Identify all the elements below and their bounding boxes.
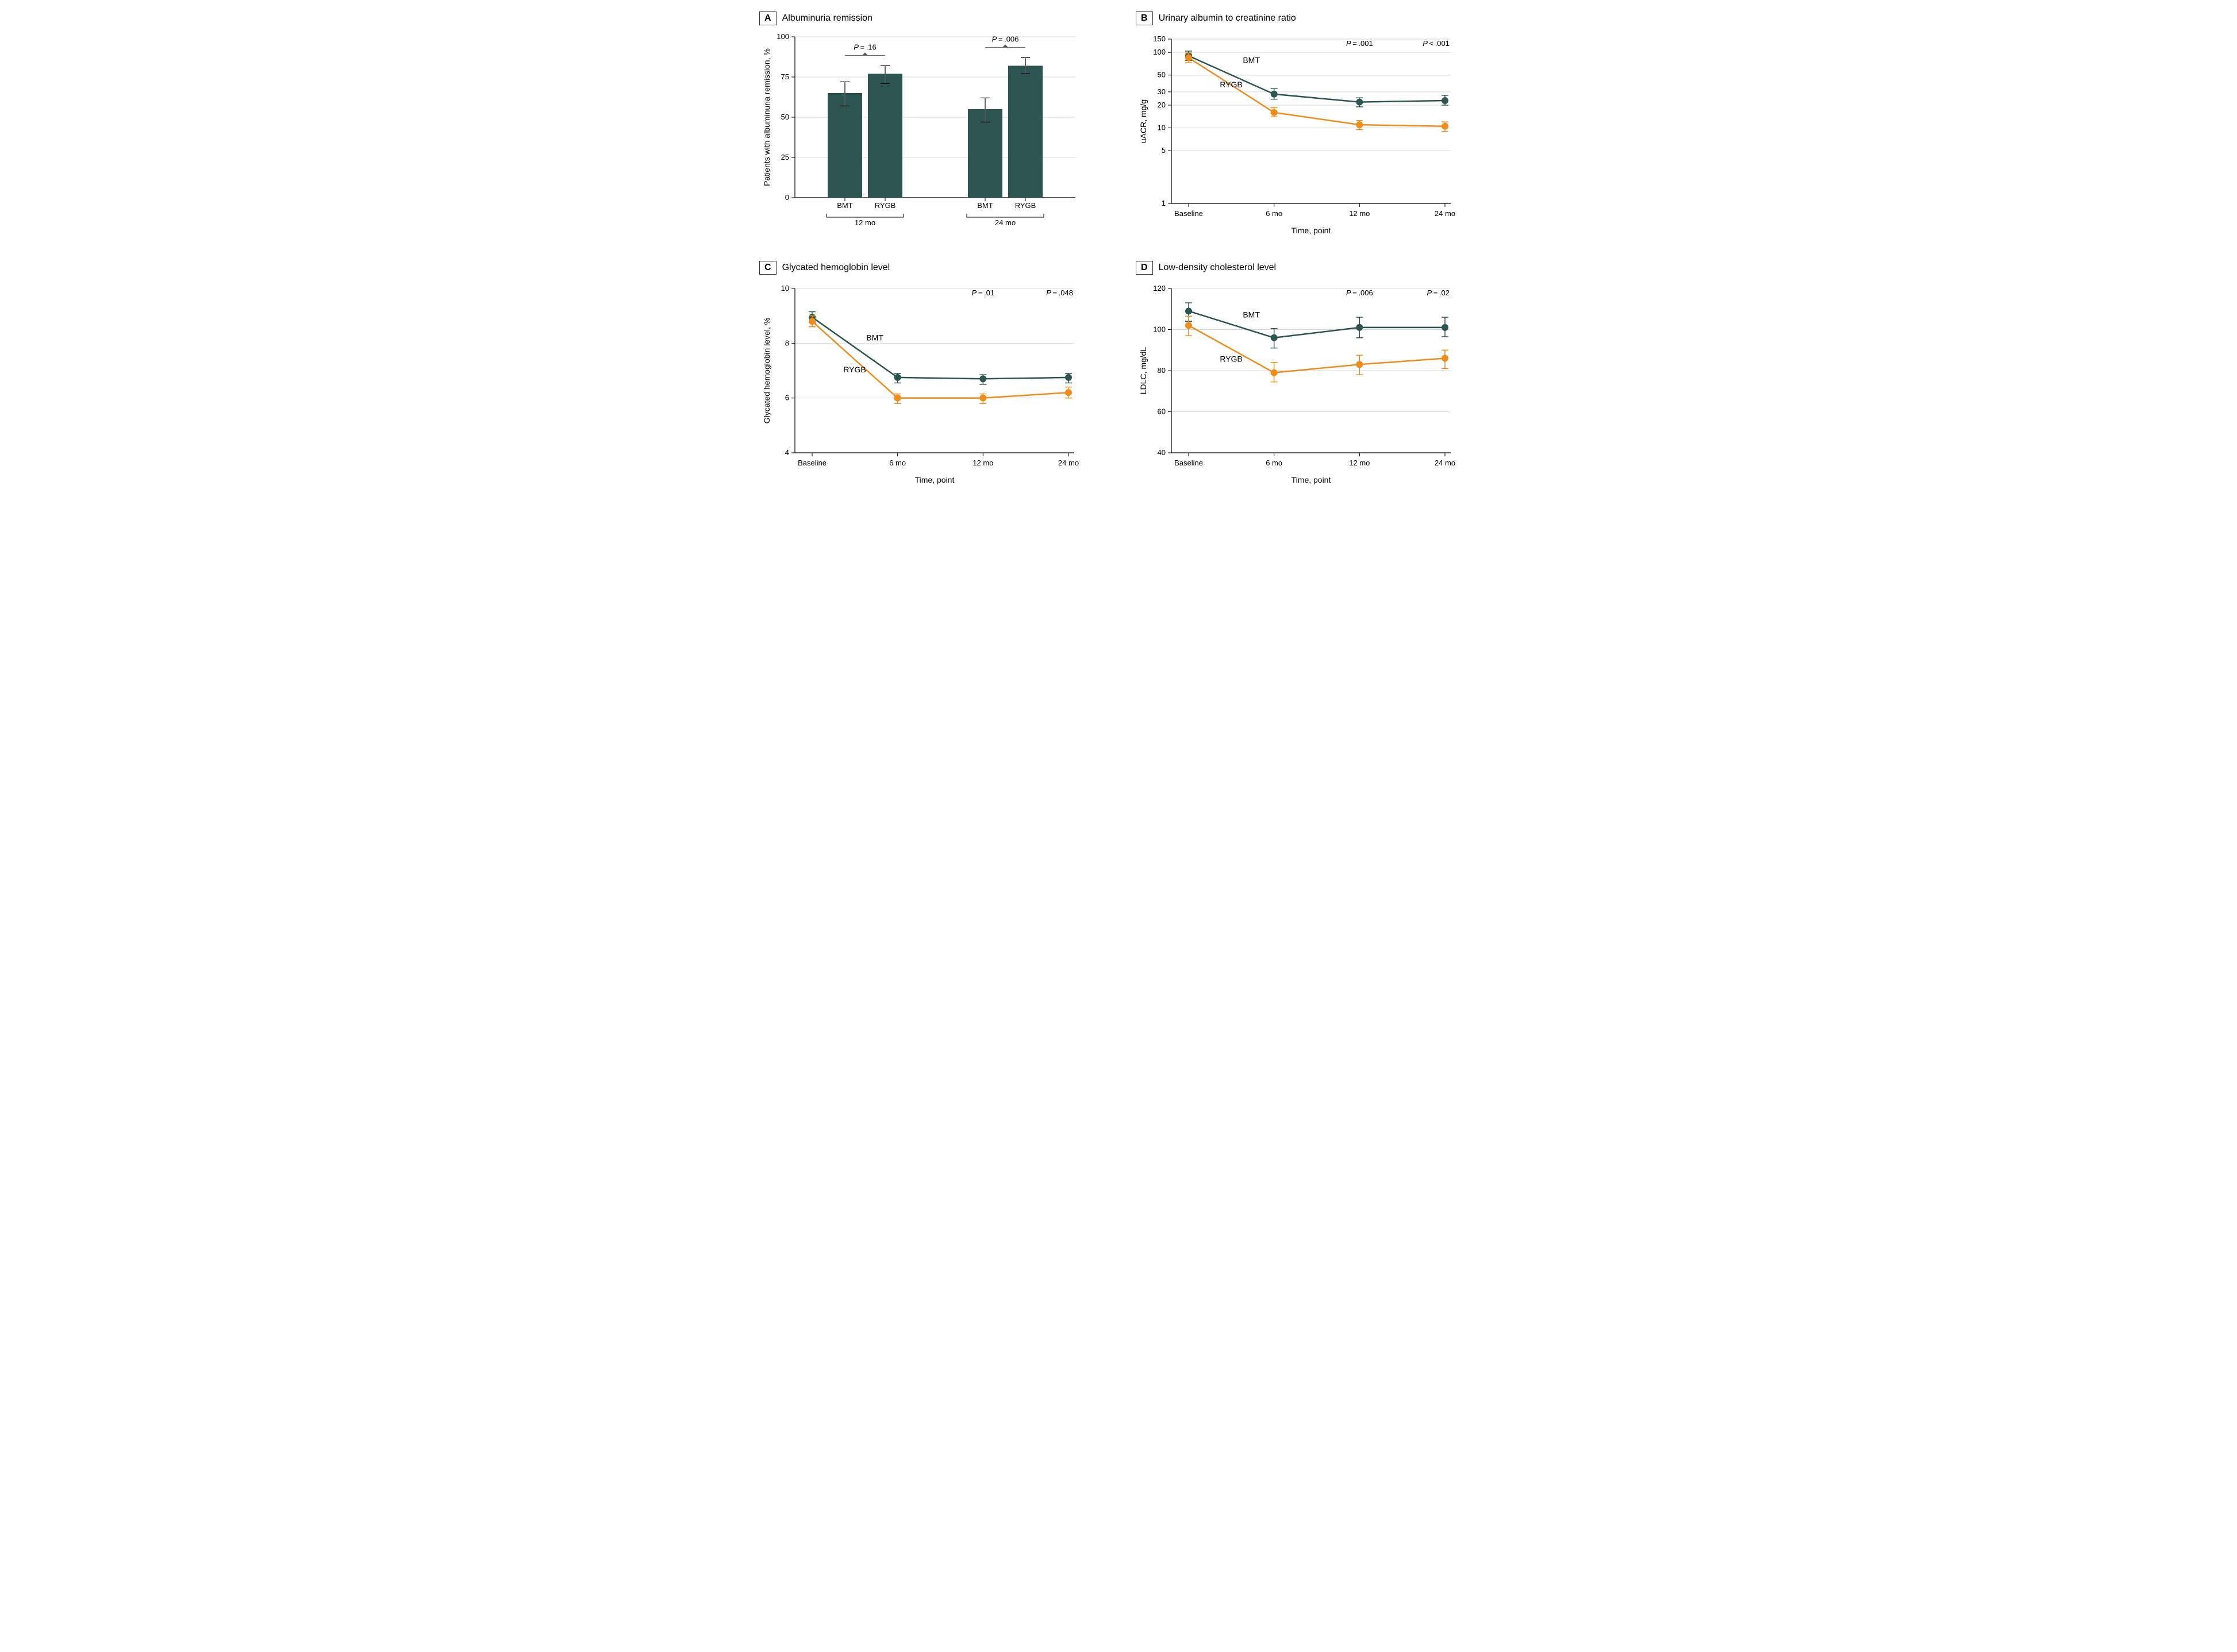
svg-text:P = .16: P = .16 [854, 43, 877, 51]
panel-a-title: Albuminuria remission [782, 13, 872, 24]
svg-text:BMT: BMT [1243, 55, 1260, 64]
panel-c-title: Glycated hemoglobin level [782, 263, 890, 273]
svg-text:6 mo: 6 mo [889, 459, 906, 467]
svg-text:P < .001: P < .001 [1423, 39, 1450, 48]
svg-text:RYGB: RYGB [875, 201, 896, 210]
svg-text:RYGB: RYGB [843, 365, 866, 374]
svg-text:6: 6 [785, 394, 789, 402]
svg-text:100: 100 [777, 32, 789, 41]
panel-d-title: Low-density cholesterol level [1159, 263, 1277, 273]
svg-text:40: 40 [1158, 448, 1166, 457]
svg-text:80: 80 [1158, 366, 1166, 375]
svg-text:100: 100 [1153, 48, 1166, 56]
svg-text:24 mo: 24 mo [1435, 459, 1455, 467]
svg-text:75: 75 [781, 72, 789, 81]
panel-c-chart: 4 6 8 10 Glycated hemoglobin level, % Baselin… [759, 280, 1101, 487]
svg-text:Time, point: Time, point [1292, 475, 1331, 484]
svg-text:1: 1 [1162, 199, 1166, 207]
svg-text:Time, point: Time, point [915, 475, 955, 484]
svg-text:10: 10 [1158, 124, 1166, 132]
panel-c-letter: C [759, 261, 777, 275]
svg-text:24 mo: 24 mo [1435, 209, 1455, 218]
panel-d-header: D Low-density cholesterol level [1136, 261, 1478, 275]
svg-text:5: 5 [1162, 146, 1166, 155]
svg-text:50: 50 [781, 113, 789, 121]
svg-text:20: 20 [1158, 101, 1166, 109]
svg-text:30: 30 [1158, 87, 1166, 96]
svg-text:BMT: BMT [977, 201, 993, 210]
svg-text:BMT: BMT [866, 333, 883, 342]
panel-b-header: B Urinary albumin to creatinine ratio [1136, 11, 1478, 25]
svg-text:6 mo: 6 mo [1266, 209, 1282, 218]
panel-b-svg: 1 5 10 20 30 50 100 150 uACR, mg/g Baseline 6 mo 12… [1136, 31, 1458, 238]
svg-text:60: 60 [1158, 407, 1166, 416]
svg-text:P = .006: P = .006 [992, 34, 1019, 43]
svg-text:P = .01: P = .01 [972, 288, 995, 297]
panel-b-title: Urinary albumin to creatinine ratio [1159, 13, 1296, 24]
svg-text:150: 150 [1153, 34, 1166, 43]
panel-c: C Glycated hemoglobin level 4 6 8 10 Glycate… [759, 261, 1101, 487]
svg-text:24 mo: 24 mo [995, 218, 1016, 227]
svg-text:100: 100 [1153, 325, 1166, 334]
panel-b: B Urinary albumin to creatinine ratio 15… [1136, 11, 1478, 238]
svg-text:Baseline: Baseline [1174, 209, 1203, 218]
svg-text:P = .02: P = .02 [1427, 288, 1450, 297]
panel-a-chart: 0 25 50 75 100 Patients with albuminuria remi… [759, 31, 1101, 238]
panel-a-svg: 0 25 50 75 100 Patients with albuminuria remi… [759, 31, 1081, 238]
svg-text:P = .001: P = .001 [1346, 39, 1373, 48]
panel-d: D Low-density cholesterol level 40 60 80 10… [1136, 261, 1478, 487]
svg-text:RYGB: RYGB [1015, 201, 1036, 210]
svg-text:10: 10 [781, 284, 789, 292]
panel-d-letter: D [1136, 261, 1153, 275]
svg-text:Glycated hemoglobin level, %: Glycated hemoglobin level, % [762, 318, 771, 423]
panel-a: A Albuminuria remission 0 25 50 75 100 Patien… [759, 11, 1101, 238]
svg-text:120: 120 [1153, 284, 1166, 292]
panel-b-letter: B [1136, 11, 1153, 25]
svg-text:12 mo: 12 mo [1349, 459, 1370, 467]
svg-text:P = .006: P = .006 [1346, 288, 1373, 297]
svg-text:RYGB: RYGB [1220, 80, 1242, 89]
svg-text:Baseline: Baseline [798, 459, 827, 467]
svg-text:12 mo: 12 mo [1349, 209, 1370, 218]
svg-text:RYGB: RYGB [1220, 354, 1242, 363]
svg-text:6 mo: 6 mo [1266, 459, 1282, 467]
panel-d-chart: 40 60 80 100 120 LDLC, mg/dL Baseline 6 mo 12 mo… [1136, 280, 1478, 487]
svg-text:25: 25 [781, 153, 789, 161]
svg-text:LDLC, mg/dL: LDLC, mg/dL [1139, 347, 1148, 395]
svg-text:24 mo: 24 mo [1058, 459, 1079, 467]
chart-grid: A Albuminuria remission 0 25 50 75 100 Patien… [759, 11, 1478, 487]
panel-c-svg: 4 6 8 10 Glycated hemoglobin level, % Baselin… [759, 280, 1081, 487]
panel-a-letter: A [759, 11, 777, 25]
svg-text:Baseline: Baseline [1174, 459, 1203, 467]
panel-b-chart: 1 5 10 20 30 50 100 150 uACR, mg/g Baseline 6 mo 12… [1136, 31, 1478, 238]
svg-text:Time, point: Time, point [1292, 226, 1331, 235]
svg-text:12 mo: 12 mo [973, 459, 993, 467]
panel-c-header: C Glycated hemoglobin level [759, 261, 1101, 275]
panel-a-header: A Albuminuria remission [759, 11, 1101, 25]
svg-text:12 mo: 12 mo [855, 218, 875, 227]
svg-text:Patients with albuminuria remi: Patients with albuminuria remission, % [762, 48, 771, 186]
svg-text:4: 4 [785, 448, 789, 457]
svg-text:uACR, mg/g: uACR, mg/g [1139, 99, 1148, 143]
svg-text:8: 8 [785, 338, 789, 347]
svg-text:BMT: BMT [837, 201, 853, 210]
svg-text:BMT: BMT [1243, 310, 1260, 319]
panel-d-svg: 40 60 80 100 120 LDLC, mg/dL Baseline 6 mo 12 mo… [1136, 280, 1458, 487]
svg-text:P = .048: P = .048 [1046, 288, 1073, 297]
svg-text:50: 50 [1158, 71, 1166, 79]
svg-text:0: 0 [785, 193, 789, 202]
